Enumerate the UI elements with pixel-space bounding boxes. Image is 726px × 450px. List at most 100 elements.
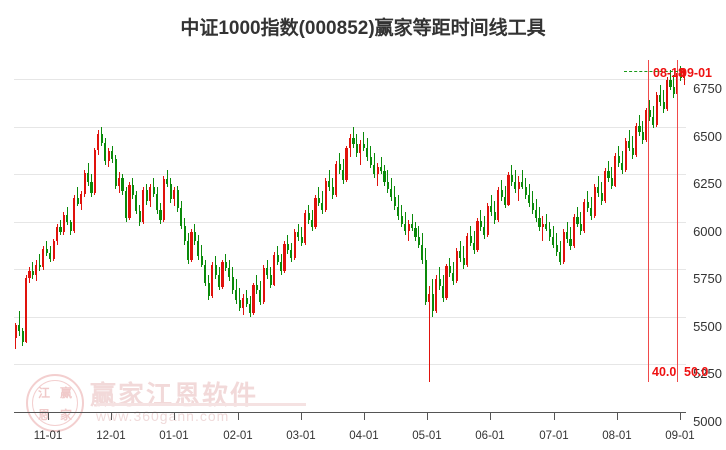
y-axis-tick-label: 6500 (693, 129, 722, 144)
candle-wick (60, 219, 62, 236)
candle-wick (470, 225, 472, 247)
candle-body (597, 186, 600, 194)
x-axis-tick (617, 412, 618, 420)
candle-wick (669, 69, 671, 91)
x-axis-tick-label: 06-01 (475, 430, 505, 442)
candle-wick (380, 157, 382, 175)
candle-body (35, 264, 38, 275)
candle-body (610, 177, 613, 186)
candle-body (293, 232, 296, 258)
x-axis-tick-label: 12-01 (96, 430, 126, 442)
candle-body (66, 215, 69, 222)
candle-wick (318, 187, 320, 207)
candle-body (180, 208, 183, 226)
candle-body (672, 86, 675, 95)
candle-body (197, 240, 200, 256)
candle-body (24, 277, 28, 342)
candle-wick (490, 195, 492, 216)
gridline (14, 127, 686, 128)
y-axis-tick-label: 5250 (693, 366, 722, 381)
candle-body (152, 186, 155, 195)
candle-wick (632, 136, 634, 159)
candle-body (448, 266, 451, 274)
y-axis-tick-label: 5000 (693, 414, 722, 429)
candle-body (593, 186, 596, 216)
x-axis-tick-label: 01-01 (159, 430, 189, 442)
candle-body (441, 286, 445, 298)
candle-body (390, 189, 393, 197)
candle-wick (618, 145, 620, 167)
candle-body (166, 178, 169, 184)
price-level-dashed-line (624, 71, 683, 72)
candle-wick (39, 254, 41, 272)
x-axis-tick-label: 09-01 (665, 430, 695, 442)
candle-body (83, 173, 86, 195)
candle-body (524, 186, 527, 196)
candle-body (352, 138, 355, 144)
candle-body (280, 261, 283, 272)
candle-body (262, 268, 265, 302)
candle-body (638, 125, 641, 133)
candle-body (255, 285, 258, 291)
candle-body (641, 132, 644, 140)
candle-body (304, 213, 307, 243)
x-axis-tick (554, 412, 555, 420)
gridline (14, 317, 686, 318)
x-axis-tick (174, 412, 175, 420)
candle-body (159, 210, 162, 220)
candle-wick (459, 240, 461, 262)
candle-body (421, 244, 424, 260)
candle-body (414, 228, 417, 237)
candle-body (118, 177, 121, 186)
candle-wick (590, 196, 592, 220)
candle-body (348, 138, 352, 149)
candle-body (224, 261, 227, 269)
candle-wick (428, 286, 430, 382)
candle-body (28, 271, 31, 278)
candle-body (510, 175, 514, 182)
candle-body (424, 259, 427, 302)
candle-body (452, 273, 455, 281)
candle-body (517, 181, 520, 190)
candle-body (393, 196, 396, 207)
candle-body (500, 190, 503, 197)
candle-body (373, 164, 376, 175)
y-axis-tick-label: 5750 (693, 271, 722, 286)
candle-body (345, 148, 348, 180)
candle-body (300, 236, 303, 243)
candle-body (290, 250, 293, 258)
candle-body (107, 151, 110, 161)
candle-wick (370, 145, 372, 169)
candle-body (231, 276, 234, 291)
time-marker-label-left: 08-18 (653, 66, 685, 80)
candle-body (128, 184, 131, 218)
candle-body (149, 186, 152, 201)
candle-wick (339, 153, 341, 175)
candle-body (121, 177, 124, 192)
candle-body (138, 211, 141, 222)
candle-body (455, 251, 458, 281)
candle-body (176, 190, 179, 209)
candle-body (111, 151, 114, 159)
candle-wick (535, 198, 537, 222)
candle-body (266, 268, 269, 275)
candle-body (87, 173, 90, 182)
candle-body (276, 255, 279, 262)
candle-body (307, 213, 310, 220)
candle-body (472, 242, 476, 251)
candle-body (535, 210, 538, 218)
candle-wick (404, 212, 406, 236)
candle-body (379, 166, 383, 172)
candle-body (386, 181, 389, 190)
x-axis-tick-label: 04-01 (349, 430, 379, 442)
candle-wick (607, 160, 609, 182)
value-label-right: 50.0 (684, 365, 709, 379)
candle-body (14, 325, 17, 338)
candle-body (104, 142, 107, 161)
x-axis-tick (680, 412, 681, 420)
candle-body (569, 238, 572, 247)
candle-body (21, 331, 24, 342)
candle-body (576, 216, 579, 224)
candle-wick (580, 212, 582, 236)
candle-body (566, 232, 569, 239)
